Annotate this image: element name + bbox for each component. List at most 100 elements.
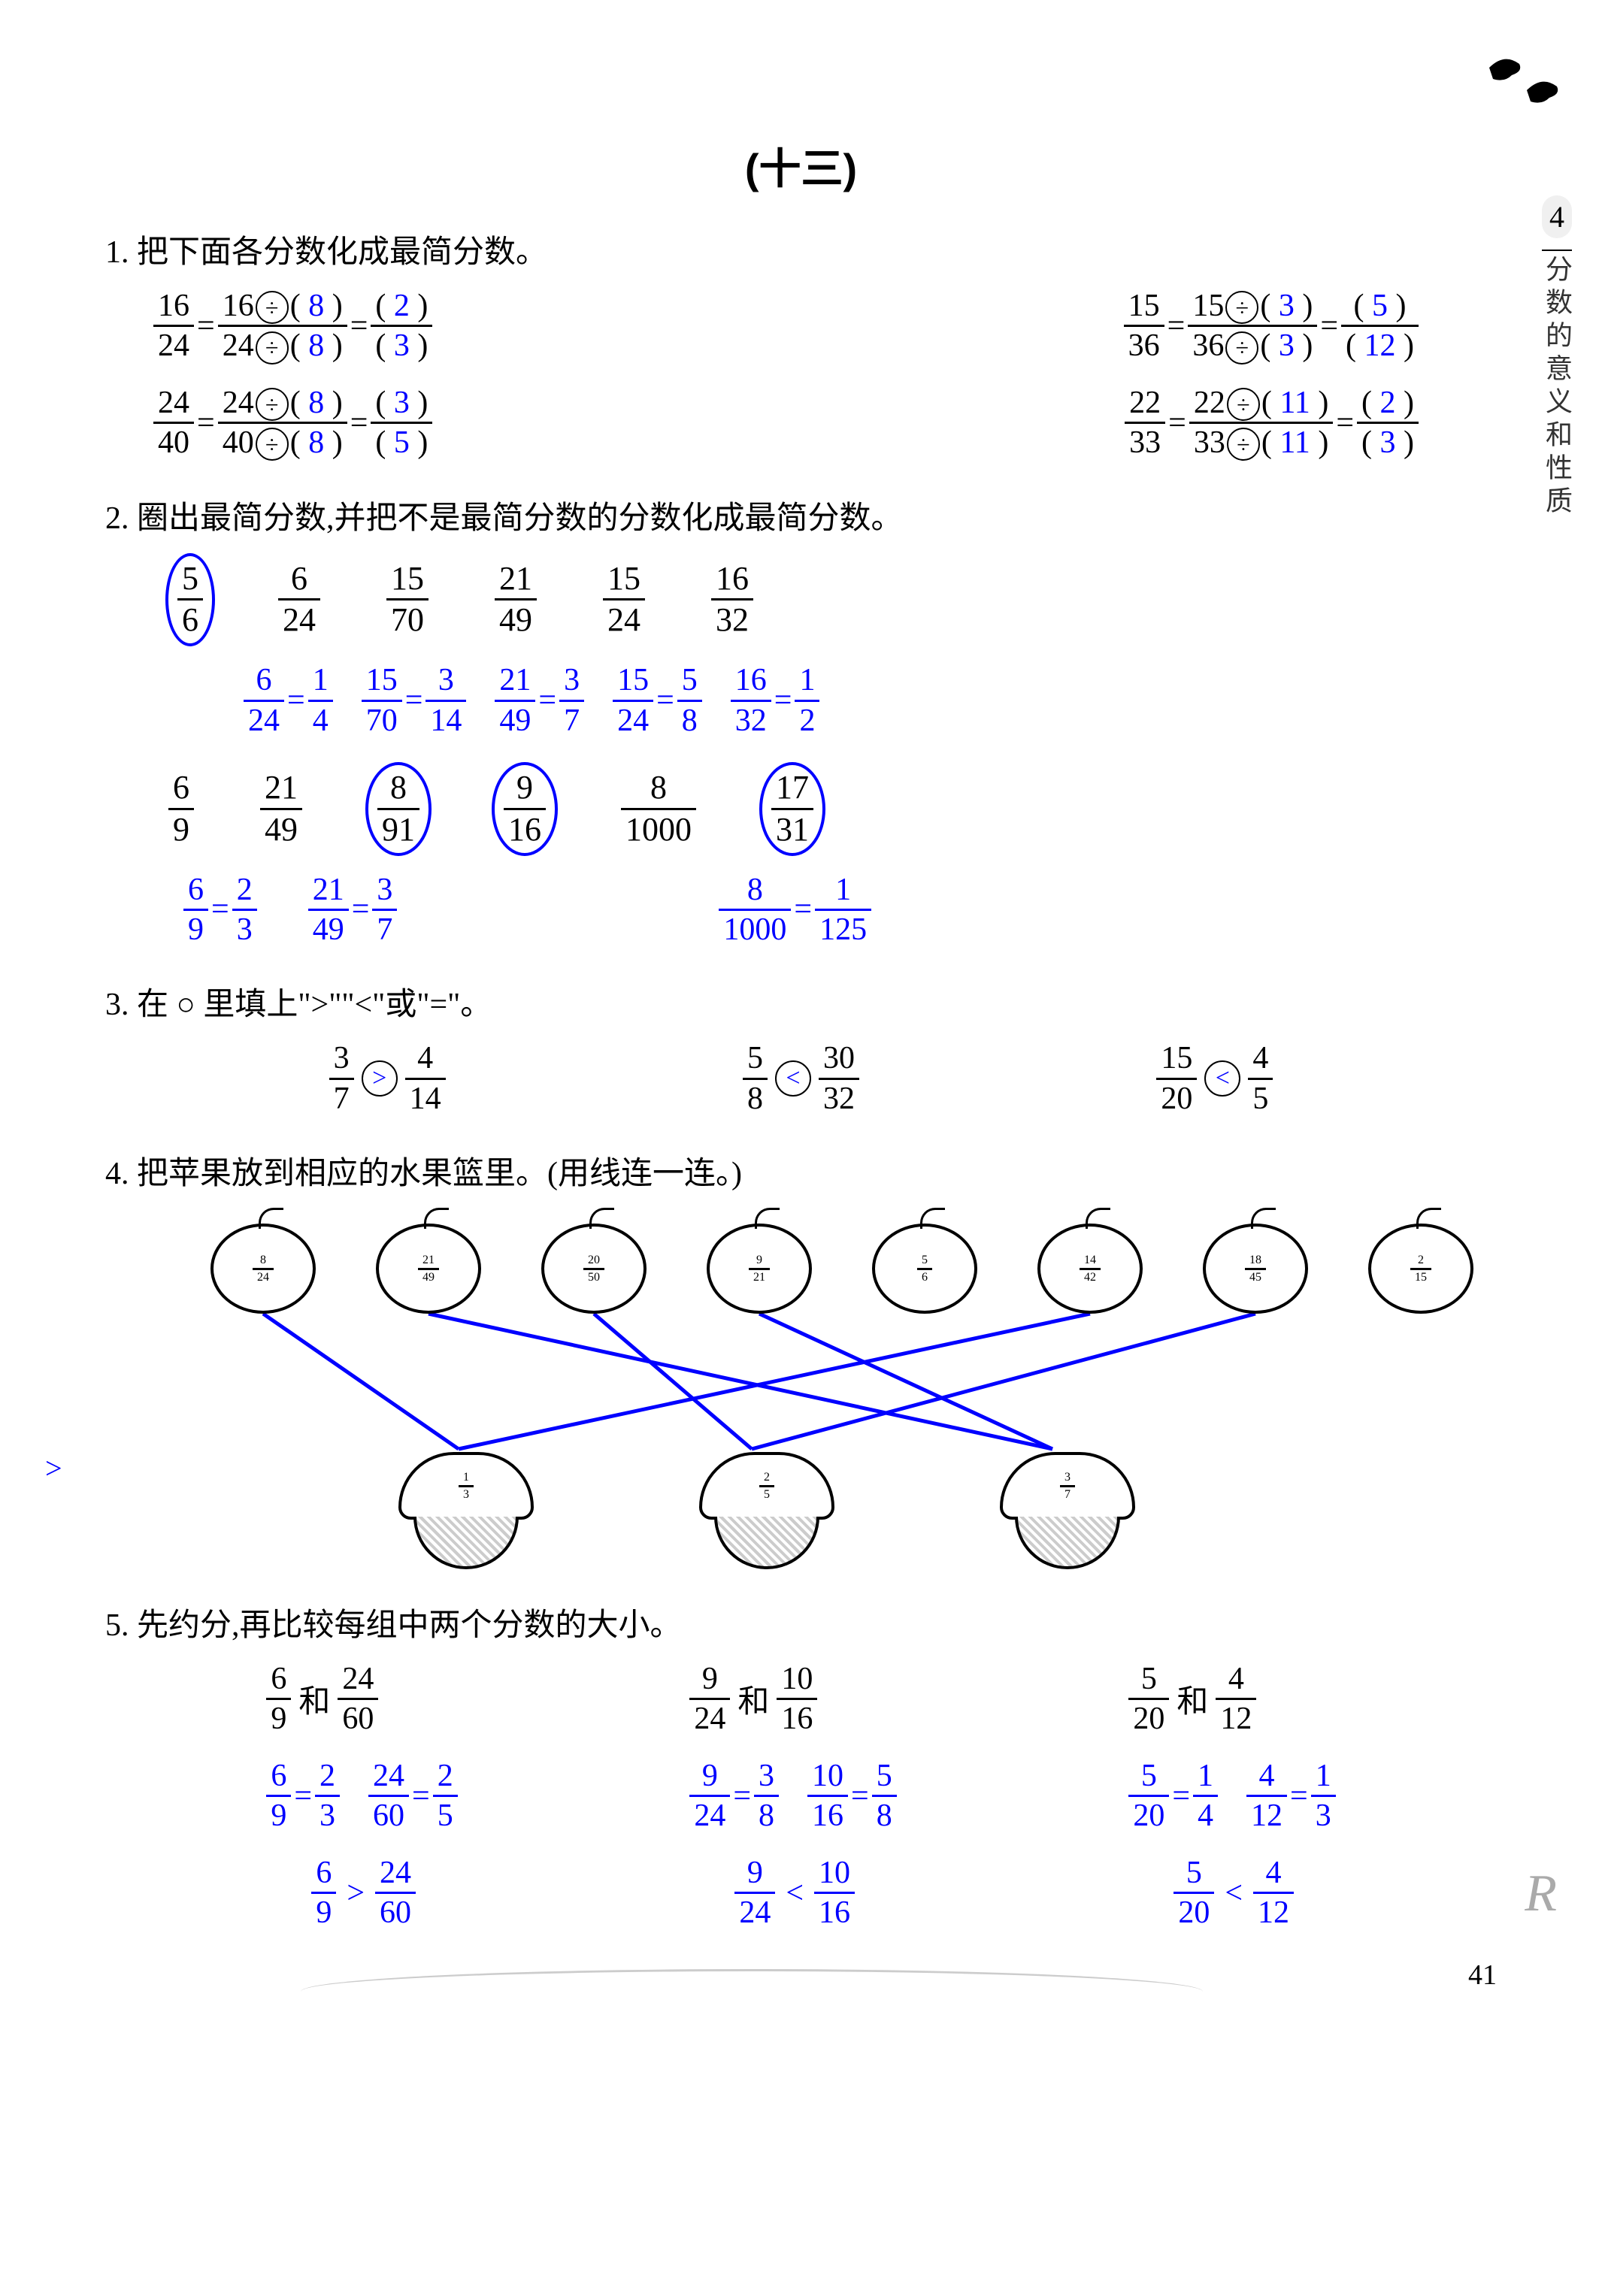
publisher-logo: R xyxy=(1525,1864,1557,1924)
fraction: 1570 xyxy=(386,559,429,641)
fraction-answer: 69 xyxy=(183,871,208,949)
question-1: 1. 把下面各分数化成最简分数。 1624 = 16÷( 8 ) 24÷( 8 … xyxy=(105,226,1497,462)
fraction-answer: 25 xyxy=(433,1757,458,1835)
fraction-answer: 12 xyxy=(795,661,819,740)
q5-column: 924 和 1016 924 = 381016 = 58 924 < 1016 xyxy=(686,1660,899,1931)
apple: 824 xyxy=(210,1224,323,1314)
q5-column: 520 和 412 520 = 14412 = 13 520 < 412 xyxy=(1125,1660,1338,1931)
fraction-result: ( 2 ) ( 3 ) xyxy=(371,287,432,365)
q5-compare: 924 < 1016 xyxy=(686,1854,858,1932)
apple: 2050 xyxy=(541,1224,654,1314)
fraction-answer: 14 xyxy=(308,661,333,740)
fraction-division: 15÷( 3 ) 36÷( 3 ) xyxy=(1188,287,1317,365)
fraction-result: ( 5 ) ( 12 ) xyxy=(1341,287,1419,365)
fraction: 2149 xyxy=(260,768,302,850)
q2-ans1: 624 = 141570 = 3142149 = 371524 = 581632… xyxy=(105,661,1497,740)
fraction: 37 xyxy=(1060,1470,1075,1501)
fraction: 2440 xyxy=(153,384,194,462)
q2-row2: 692149891916810001731 xyxy=(105,762,1497,856)
fraction: 412 xyxy=(1216,1660,1256,1738)
q1-expression: 1536 = 15÷( 3 ) 36÷( 3 ) = ( 5 ) ( 12 ) xyxy=(1121,287,1422,365)
fraction-answer: 23 xyxy=(315,1757,340,1835)
circled-fraction: 891 xyxy=(365,762,432,856)
fraction-answer: 81000 xyxy=(719,871,791,949)
question-4: 4. 把苹果放到相应的水果篮里。(用线连一连。) 824 2149 2050 9… xyxy=(105,1148,1497,1569)
fraction-answer: 924 xyxy=(734,1854,775,1932)
page-number: 41 xyxy=(1468,1959,1497,1992)
fraction: 916 xyxy=(504,768,546,850)
cloud-decoration xyxy=(301,1969,1203,2014)
q3-comparison: 58 < 3032 xyxy=(740,1039,862,1118)
fraction: 81000 xyxy=(621,768,696,850)
fraction-answer: 23 xyxy=(232,871,257,949)
fraction: 1524 xyxy=(603,559,645,641)
fraction-answer: 2149 xyxy=(495,661,535,740)
connection-line xyxy=(429,1314,1052,1449)
comparison-circle: < xyxy=(1204,1060,1240,1097)
fraction: 921 xyxy=(749,1253,770,1284)
fraction: 3032 xyxy=(819,1039,859,1118)
fraction: 1632 xyxy=(711,559,753,641)
connection-line xyxy=(752,1314,1255,1449)
fraction-answer: 520 xyxy=(1128,1757,1169,1835)
q3-comparison: 1520 < 45 xyxy=(1153,1039,1276,1118)
fraction: 891 xyxy=(377,768,419,850)
fraction: 1624 xyxy=(153,287,194,365)
fraction-answer: 69 xyxy=(311,1854,336,1932)
page: 4 分数的意义和性质 (十三) 1. 把下面各分数化成最简分数。 1624 = … xyxy=(0,0,1602,2037)
fraction-answer: 69 xyxy=(266,1757,291,1835)
fraction-division: 22÷( 11 ) 33÷( 11 ) xyxy=(1189,384,1333,462)
fraction-result: ( 3 ) ( 5 ) xyxy=(371,384,432,462)
q1-expression: 1624 = 16÷( 8 ) 24÷( 8 ) = ( 2 ) ( 3 ) xyxy=(150,287,435,365)
fraction: 520 xyxy=(1128,1660,1169,1738)
fraction-answer: 1524 xyxy=(613,661,653,740)
fraction-answer: 1125 xyxy=(815,871,871,949)
fraction-answer: 2460 xyxy=(375,1854,416,1932)
apple: 921 xyxy=(707,1224,819,1314)
q5-simplify: 69 = 232460 = 25 xyxy=(263,1757,460,1835)
apple: 215 xyxy=(1368,1224,1481,1314)
apple: 56 xyxy=(872,1224,985,1314)
fraction: 2050 xyxy=(583,1253,604,1284)
fraction-answer: 412 xyxy=(1253,1854,1294,1932)
apple: 2149 xyxy=(376,1224,489,1314)
basket: 37 xyxy=(992,1452,1143,1569)
fraction: 58 xyxy=(743,1039,768,1118)
basket: 25 xyxy=(692,1452,842,1569)
fraction-division: 16÷( 8 ) 24÷( 8 ) xyxy=(218,287,347,365)
apple: 1845 xyxy=(1203,1224,1316,1314)
fraction: 69 xyxy=(266,1660,291,1738)
fraction: 2460 xyxy=(338,1660,378,1738)
fraction-answer: 1016 xyxy=(807,1757,848,1835)
fraction-answer: 2149 xyxy=(308,871,349,949)
fraction-answer: 924 xyxy=(689,1757,730,1835)
fraction: 37 xyxy=(329,1039,354,1118)
fraction: 1442 xyxy=(1080,1253,1101,1284)
fraction: 56 xyxy=(917,1253,932,1284)
fraction: 69 xyxy=(168,768,194,850)
fraction: 56 xyxy=(177,559,203,641)
q5-column: 69 和 2460 69 = 232460 = 25 69 > 2460 xyxy=(263,1660,460,1931)
fraction: 624 xyxy=(278,559,320,641)
comparison-circle: < xyxy=(775,1060,811,1097)
q2-row1: 56 624 1570 2149 1524 1632 xyxy=(105,553,1497,647)
fraction: 414 xyxy=(405,1039,446,1118)
fraction: 25 xyxy=(759,1470,774,1501)
q1-expression: 2233 = 22÷( 11 ) 33÷( 11 ) = ( 2 ) ( 3 ) xyxy=(1122,384,1422,462)
fraction-answer: 314 xyxy=(425,661,466,740)
fraction: 1536 xyxy=(1124,287,1164,365)
fraction: 1520 xyxy=(1156,1039,1197,1118)
fraction: 2149 xyxy=(495,559,537,641)
basket: 13 xyxy=(391,1452,541,1569)
stray-gt-mark: > xyxy=(45,1451,62,1486)
q5-pair: 520 和 412 xyxy=(1125,1660,1259,1738)
q3-label: 3. 在 ○ 里填上">""<"或"="。 xyxy=(105,979,1497,1024)
fraction-answer: 2460 xyxy=(368,1757,409,1835)
connection-line xyxy=(759,1314,1052,1449)
fraction: 924 xyxy=(689,1660,730,1738)
fraction: 2149 xyxy=(418,1253,439,1284)
question-2: 2. 圈出最简分数,并把不是最简分数的分数化成最简分数。 56624157021… xyxy=(105,492,1497,949)
fraction-answer: 1016 xyxy=(814,1854,855,1932)
fraction-answer: 520 xyxy=(1173,1854,1214,1932)
fraction-answer: 412 xyxy=(1246,1757,1287,1835)
